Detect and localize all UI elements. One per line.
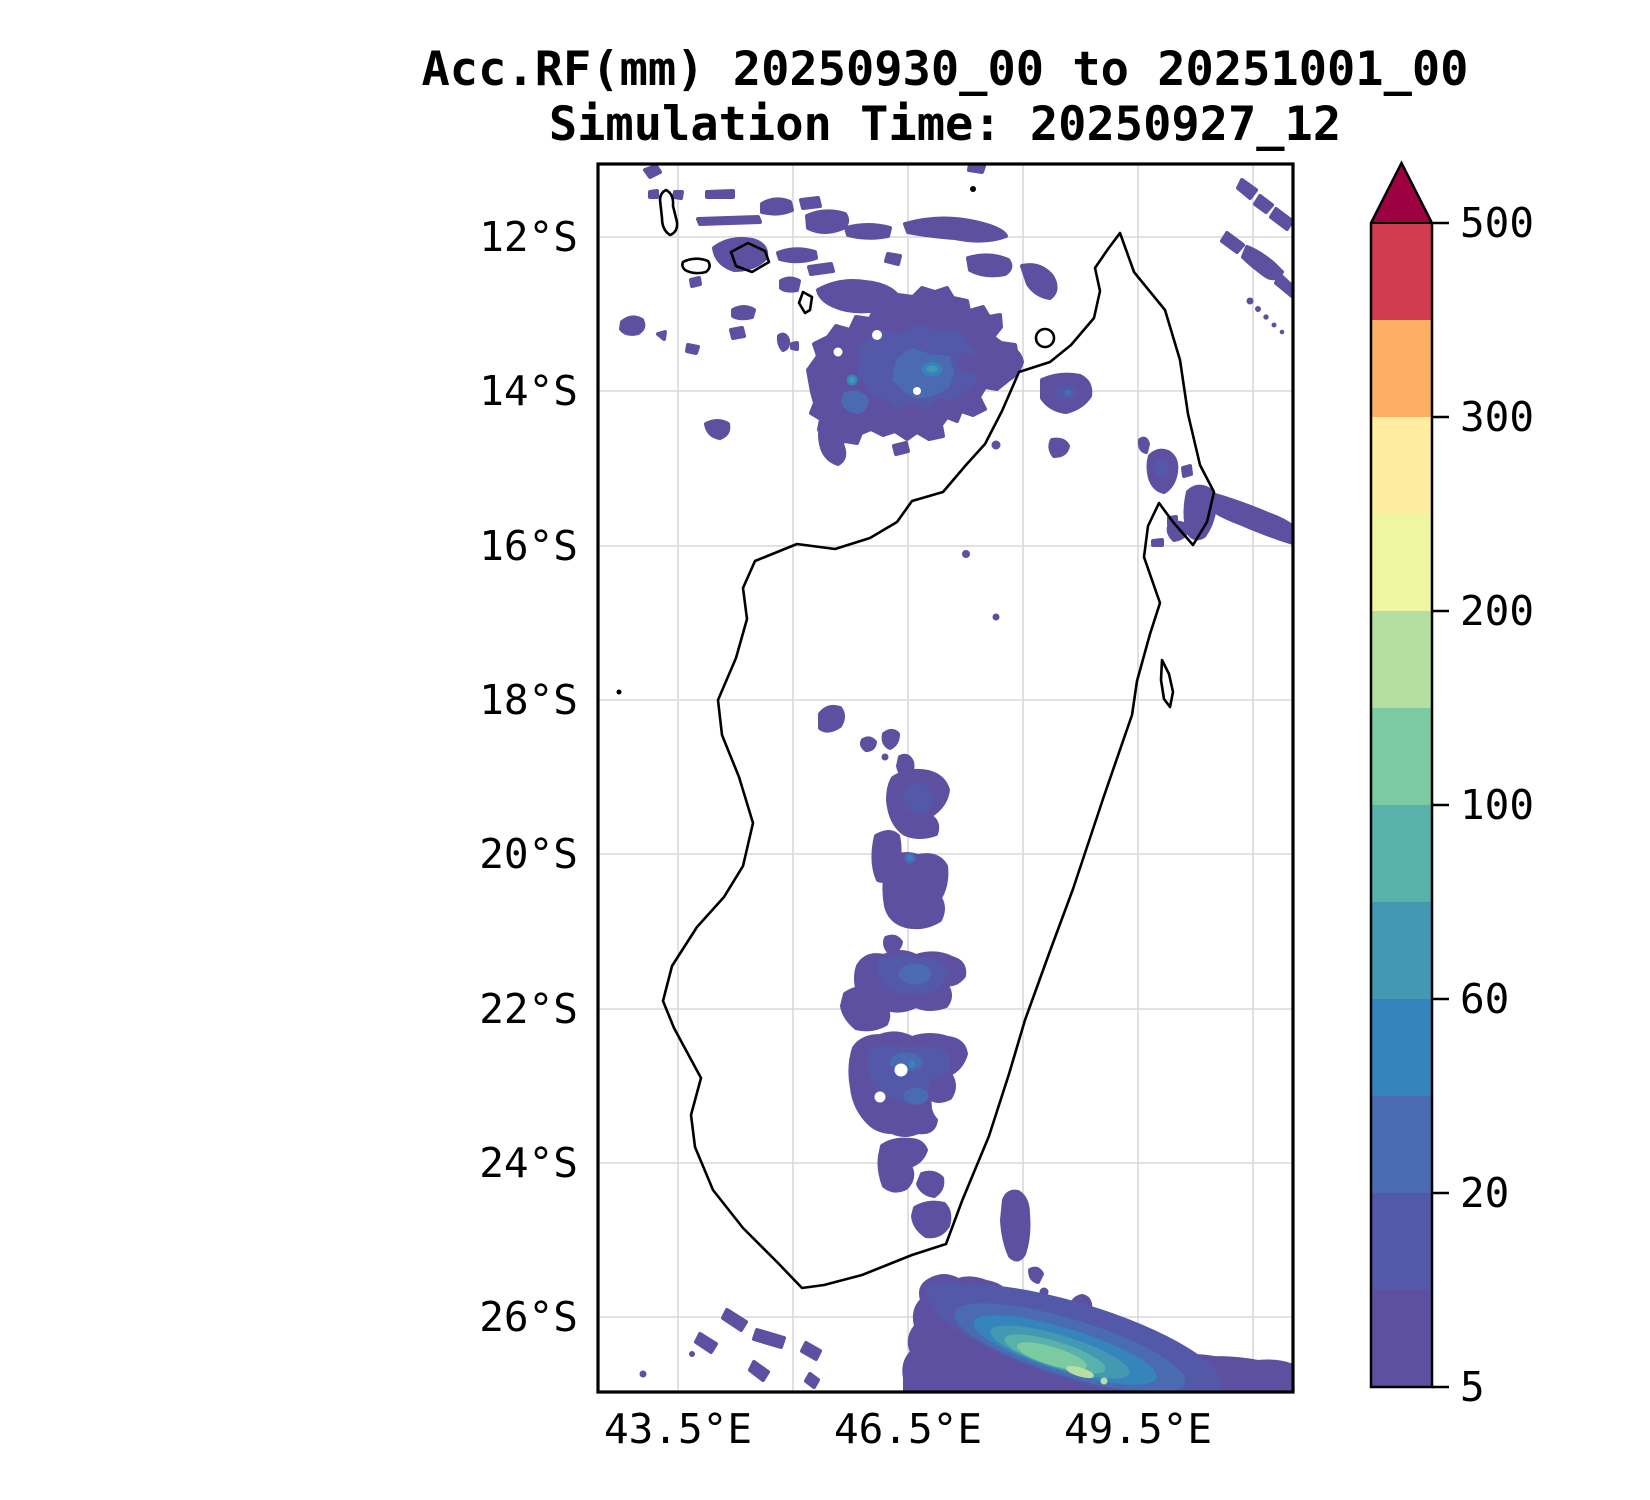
y-tick-label: 24°S xyxy=(479,1139,578,1187)
colorbar-ticks xyxy=(1432,221,1449,1389)
colorbar-tick-label: 5 xyxy=(1460,1363,1485,1411)
colorbar-over-arrow xyxy=(1371,163,1432,223)
nosy-be-island xyxy=(1034,327,1056,349)
precipitation-layer xyxy=(619,164,1293,1392)
y-tick-label: 18°S xyxy=(479,676,578,724)
rain-southeast-system xyxy=(639,1274,1293,1392)
x-tick-label: 43.5°E xyxy=(603,1405,753,1453)
colorbar xyxy=(1369,160,1449,1389)
small-island-dot xyxy=(970,186,976,192)
moheli-island xyxy=(681,257,711,275)
colorbar-tick-label: 20 xyxy=(1460,1169,1510,1217)
small-island-dot xyxy=(616,689,622,695)
madagascar-coastline xyxy=(661,231,1216,1290)
grande-comore-island xyxy=(658,188,679,237)
gridlines xyxy=(598,164,1293,1392)
rain-northeast xyxy=(962,178,1293,621)
mayotte-island xyxy=(797,290,814,315)
colorbar-tick-label: 100 xyxy=(1460,781,1535,829)
chart-title: Acc.RF(mm) 20250930_00 to 20251001_00 xyxy=(421,42,1469,97)
rain-central-band xyxy=(818,704,1062,1316)
rain-northwest-cluster xyxy=(619,164,1093,466)
anjouan-island xyxy=(729,241,771,274)
chart-subtitle: Simulation Time: 20250927_12 xyxy=(548,97,1342,152)
y-tick-label: 12°S xyxy=(479,213,578,261)
colorbar-tick-label: 500 xyxy=(1460,199,1535,247)
x-tick-label: 46.5°E xyxy=(833,1405,983,1453)
coastline-layer xyxy=(616,186,1216,1290)
colorbar-tick-label: 60 xyxy=(1460,975,1510,1023)
y-tick-label: 26°S xyxy=(479,1293,578,1341)
colorbar-tick-label: 200 xyxy=(1460,587,1535,635)
axes-border xyxy=(596,162,1295,1394)
y-tick-label: 22°S xyxy=(479,985,578,1033)
y-tick-label: 16°S xyxy=(479,522,578,570)
x-tick-label: 49.5°E xyxy=(1063,1405,1213,1453)
y-tick-label: 14°S xyxy=(479,367,578,415)
colorbar-tick-label: 300 xyxy=(1460,393,1535,441)
y-tick-label: 20°S xyxy=(479,830,578,878)
sainte-marie-island xyxy=(1159,658,1175,709)
